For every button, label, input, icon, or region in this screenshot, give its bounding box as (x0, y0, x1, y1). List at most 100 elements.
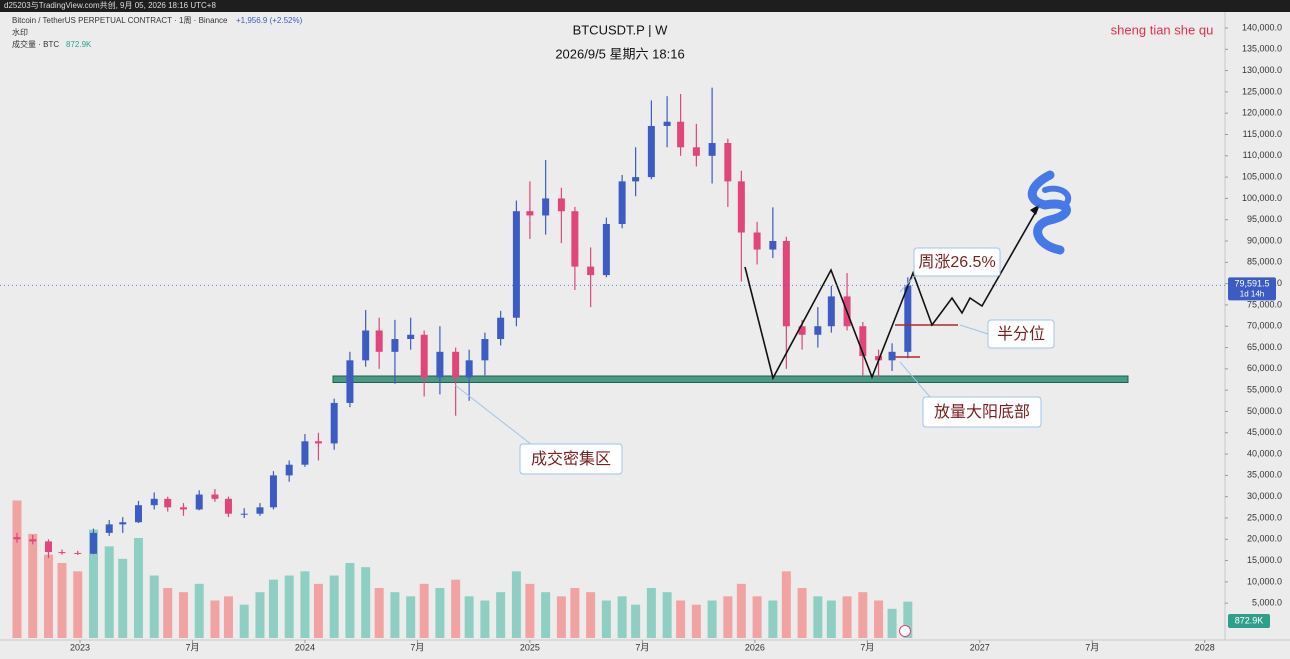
candle-body (557, 198, 565, 212)
volume-bar (149, 575, 159, 638)
callout-box (913, 247, 1001, 277)
candle-body (798, 326, 806, 335)
y-tick-label: 10,000.0 (1247, 576, 1282, 586)
volume-bar (707, 600, 717, 638)
volume-bar (586, 592, 596, 638)
candle-body (29, 539, 37, 542)
volume-bar (239, 604, 249, 638)
y-tick-label: 40,000.0 (1247, 448, 1282, 458)
y-tick-label: 15,000.0 (1247, 555, 1282, 565)
annotation: 周涨26.5% (918, 253, 995, 271)
candle-body (692, 147, 700, 156)
candle-body (269, 475, 277, 508)
callout-box (519, 443, 623, 475)
x-tick-label: 7月 (410, 642, 424, 652)
candle-body (724, 143, 732, 182)
candle-body (526, 211, 534, 216)
volume-bar (390, 592, 400, 638)
x-tick-label: 2025 (520, 642, 540, 652)
volume-bar (268, 579, 278, 638)
candle-body (904, 285, 912, 352)
volume-bar (435, 588, 445, 638)
volume-bar (451, 579, 461, 638)
top-bar-text: d25203与TradingView.com共创, 9月 05, 2026 18… (4, 0, 216, 10)
candle-body (362, 330, 370, 361)
volume-bar (374, 588, 384, 638)
countdown: 1d 14h (1240, 289, 1264, 298)
scribble-stroke (1042, 185, 1072, 208)
annotation: 半分位 (997, 325, 1045, 343)
candle-body (677, 121, 685, 148)
candle-body (407, 334, 415, 340)
volume-bar (178, 592, 188, 638)
volume-pane (12, 500, 913, 638)
volume-bar (556, 596, 566, 638)
y-tick-label: 5,000.0 (1252, 598, 1282, 608)
volume-bar (874, 600, 884, 638)
volume-bar (541, 592, 551, 638)
volume-bar (691, 604, 701, 638)
volume-bar (345, 563, 355, 638)
candle-body (814, 326, 822, 335)
callout: 放量大阳底部 (899, 361, 1042, 428)
volume-bar (858, 592, 868, 638)
volume-bar (826, 600, 836, 638)
candle-body (663, 121, 671, 126)
candle-body (753, 232, 761, 250)
candle-body (465, 360, 473, 378)
blue-scribble (1028, 170, 1072, 255)
x-tick-label: 2024 (295, 642, 315, 652)
volume-bar (480, 600, 490, 638)
support-zone (332, 375, 1129, 383)
x-tick-label: 7月 (635, 642, 649, 652)
volume-bar (723, 596, 733, 638)
y-tick-label: 70,000.0 (1247, 321, 1282, 331)
candles (13, 87, 912, 559)
candle-body (314, 441, 322, 444)
candle-body (436, 351, 444, 378)
watermark-label: 水印 (12, 27, 28, 37)
candle-body (134, 505, 142, 523)
y-tick-label: 65,000.0 (1247, 342, 1282, 352)
change: +1,956.9 (+2.52%) (236, 16, 303, 25)
volume-bar (736, 583, 746, 638)
volume-bar (223, 596, 233, 638)
volume-bar (496, 592, 506, 638)
candle-body (618, 181, 626, 224)
volume-bar (676, 600, 686, 638)
callout: 周涨26.5% (899, 247, 1001, 293)
axes: 5,000.0 10,000.0 15,000.0 20,000.0 25,000.0 3… (0, 22, 1282, 652)
volume-bar (842, 596, 852, 638)
volume-bar (781, 571, 791, 638)
y-tick-label: 95,000.0 (1247, 214, 1282, 224)
volume-bar (329, 575, 339, 638)
zigzag-drawing (744, 207, 1039, 381)
candle-body (13, 537, 21, 540)
chart-subtitle: 2026/9/5 星期六 18:16 (555, 46, 684, 61)
candle-body (150, 498, 158, 506)
event-icon[interactable] (899, 625, 911, 637)
candle-body (285, 464, 293, 476)
volume-bar (419, 583, 429, 638)
volume-bar (797, 588, 807, 638)
y-tick-label: 135,000.0 (1242, 44, 1282, 54)
volume-bar (601, 600, 611, 638)
volume-bar (104, 546, 114, 638)
volume-bar (464, 596, 474, 638)
candle-body (256, 507, 264, 514)
candle-body (827, 296, 835, 327)
y-tick-label: 140,000.0 (1242, 22, 1282, 32)
candle-body (301, 441, 309, 465)
candle-body (105, 524, 113, 533)
candle-body (647, 125, 655, 178)
volume-bar (255, 592, 265, 638)
callout-box (987, 319, 1055, 349)
candle-body (44, 541, 52, 553)
volume-bar (406, 596, 416, 638)
candle-body (481, 339, 489, 361)
volume-bar (511, 571, 521, 638)
scribble-stroke (1028, 170, 1071, 255)
volume-bar (73, 571, 83, 638)
symbol-legend: Bitcoin / TetherUS PERPETUAL CONTRACT · … (12, 16, 228, 25)
